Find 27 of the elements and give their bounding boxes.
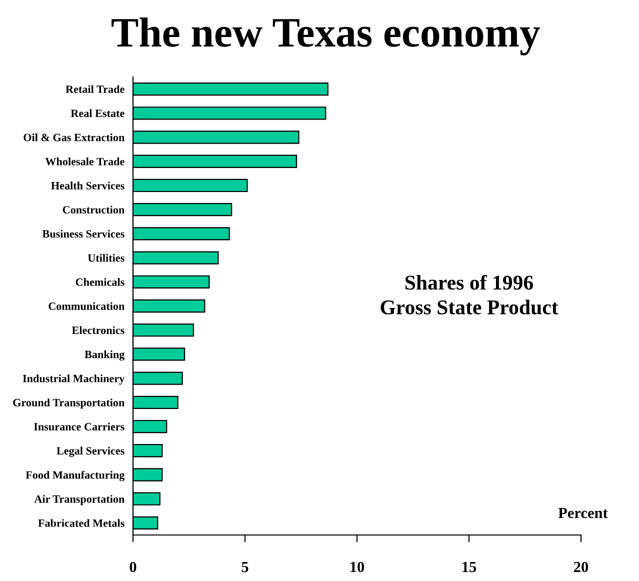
y-tick-label: Ground Transportation <box>13 398 124 409</box>
y-tick-label: Communication <box>48 302 124 310</box>
y-tick-label: Banking <box>84 350 125 361</box>
x-axis-title: Percent <box>558 508 608 518</box>
y-tick-label: Health Services <box>51 182 124 190</box>
y-tick-label: Chemicals <box>76 278 124 286</box>
x-tick-label: 15 <box>462 562 476 572</box>
x-tick-label: 5 <box>242 562 248 572</box>
x-tick-label: 20 <box>574 562 588 572</box>
y-tick-label: Insurance Carriers <box>34 422 124 431</box>
annotation: Shares of 1996 Gross State Product <box>380 274 558 314</box>
x-tick-label: 10 <box>350 562 364 572</box>
x-tick-label: 0 <box>130 562 136 572</box>
chart-title: The new Texas economy <box>112 18 540 56</box>
y-tick-label: Construction <box>62 206 124 214</box>
y-tick-label: Food Manufacturing <box>26 470 125 482</box>
y-tick-label: Wholesale Trade <box>45 158 124 166</box>
y-tick-label: Industrial Machinery <box>22 374 125 385</box>
y-tick-label: Air Transportation <box>34 494 124 506</box>
y-tick-label: Retail Trade <box>66 85 124 94</box>
y-tick-label: Fabricated Metals <box>38 519 124 527</box>
y-tick-label: Real Estate <box>70 109 124 118</box>
y-tick-label: Oil & Gas Extraction <box>24 133 124 142</box>
y-tick-label: Business Services <box>42 230 124 238</box>
y-tick-label: Utilities <box>88 254 124 262</box>
y-tick-label: Legal Services <box>56 446 124 457</box>
y-tick-label: Electronics <box>72 326 124 334</box>
